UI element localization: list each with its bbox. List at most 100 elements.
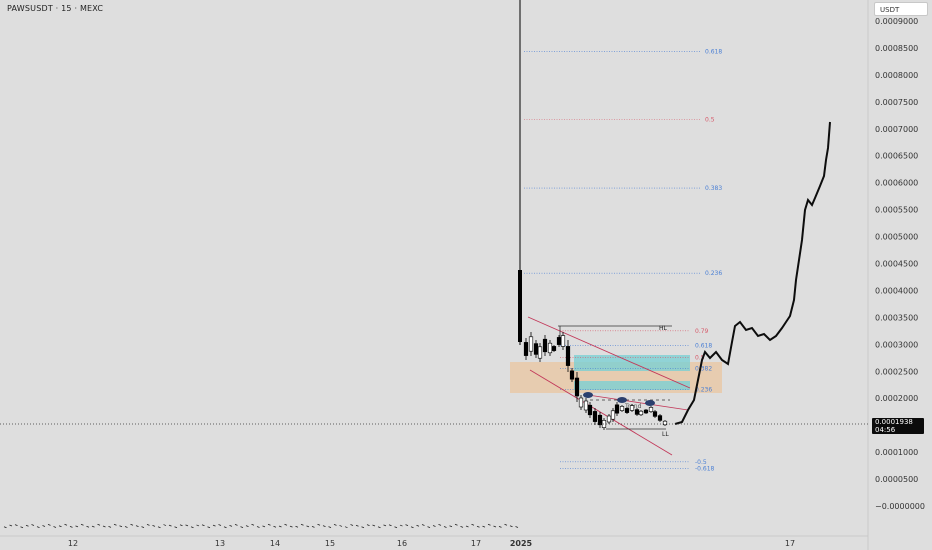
candle-body	[662, 420, 668, 426]
hist-candle	[223, 526, 227, 529]
hist-candle	[135, 525, 139, 527]
hist-candle	[229, 525, 233, 527]
hist-candle	[130, 523, 134, 526]
time-axis[interactable]: 12 13 14 15 16 17 2025 17	[68, 539, 795, 548]
hist-candle	[47, 523, 51, 526]
channel-upper	[527, 316, 691, 389]
hist-candle	[80, 523, 84, 526]
hist-candle	[152, 524, 156, 527]
candle-body	[634, 409, 640, 415]
fib-label: 0.383	[705, 185, 722, 192]
candle-body	[629, 405, 635, 411]
hist-candle	[102, 525, 106, 528]
hist-candle	[493, 525, 497, 528]
hist-candle	[97, 523, 101, 526]
candle-body	[547, 342, 553, 354]
candle-body	[523, 342, 529, 356]
hist-candle	[201, 524, 205, 527]
hist-candle	[317, 523, 321, 526]
hist-candle	[218, 524, 222, 526]
hist-candle	[333, 523, 337, 526]
hist-candle	[108, 525, 112, 528]
spike-candle	[518, 270, 522, 342]
y-tick-label: 0.0007000	[875, 125, 918, 134]
last-price-value: 0.0001938	[875, 418, 913, 426]
fib-label: -0.618	[695, 465, 715, 472]
hist-candle	[432, 525, 436, 527]
hist-candle	[355, 524, 359, 527]
hist-candle	[377, 526, 381, 529]
channel-lower	[529, 369, 673, 456]
hist-candle	[322, 525, 326, 528]
hist-candle	[64, 523, 68, 526]
currency-button[interactable]: USDT	[874, 2, 928, 16]
hist-candle	[504, 523, 508, 526]
hist-candle	[86, 525, 90, 528]
hist-candle	[14, 524, 18, 527]
hist-candle	[460, 526, 464, 528]
hist-candle	[421, 524, 425, 526]
candle-body	[597, 414, 603, 426]
trend-line	[587, 394, 689, 411]
hist-candle	[498, 525, 502, 528]
hist-candle	[234, 524, 238, 526]
x-tick-label: 12	[68, 539, 78, 548]
y-tick-label: 0.0004000	[875, 286, 918, 295]
hist-candle	[311, 526, 315, 528]
candle-body	[533, 343, 539, 355]
hist-candle	[454, 523, 458, 526]
hist-candle	[383, 524, 387, 527]
hist-candle	[289, 525, 293, 528]
fib-label: 0.5	[695, 354, 705, 361]
hist-candle	[438, 523, 442, 526]
hist-candle	[284, 523, 288, 526]
hist-candle	[58, 525, 62, 528]
hist-candle	[25, 524, 29, 527]
y-tick-label: 0.0008000	[875, 71, 918, 80]
x-tick-label: 17	[785, 539, 795, 548]
hist-candle	[405, 524, 409, 526]
x-tick-label: 14	[270, 539, 280, 548]
y-tick-label: 0.0002500	[875, 367, 918, 376]
fib-label: 0.236	[695, 387, 712, 394]
candle-body	[624, 408, 630, 413]
candle-body	[578, 397, 584, 408]
hist-candle	[328, 526, 332, 528]
x-tick-label: 15	[325, 539, 335, 548]
hist-candle	[273, 525, 277, 528]
y-tick-label: 0.0006500	[875, 152, 918, 161]
y-tick-label: 0.0003000	[875, 340, 918, 349]
hist-candle	[190, 526, 194, 529]
y-tick-label: 0.0003500	[875, 313, 918, 322]
hist-candle	[124, 526, 128, 528]
candle-body	[565, 346, 571, 366]
hist-candle	[482, 525, 486, 528]
hist-candle	[251, 523, 255, 526]
candle-body	[614, 404, 620, 414]
hist-candle	[449, 525, 453, 528]
candle-body	[551, 346, 557, 351]
candle-body	[648, 407, 654, 412]
hist-candle	[267, 523, 271, 526]
last-price-tag: 0.0001938 04:56	[872, 418, 924, 434]
hist-candle	[515, 526, 519, 528]
symbol-title[interactable]: PAWSUSDT · 15 · MEXC	[7, 4, 104, 13]
swing-marker-1	[583, 392, 593, 398]
hist-candle	[476, 525, 480, 528]
hist-candle	[163, 524, 167, 526]
y-tick-label: 0.0004500	[875, 260, 918, 269]
hist-candle	[157, 526, 161, 529]
hist-candle	[350, 524, 354, 526]
candle-body	[556, 337, 562, 345]
y-tick-label: 0.0001000	[875, 448, 918, 457]
price-axis[interactable]: 0.0009000 0.0008500 0.0008000 0.0007500 0.00…	[875, 17, 925, 511]
hist-candle	[91, 525, 95, 528]
fib-label: 0.618	[695, 342, 712, 349]
hist-candle	[168, 524, 172, 527]
fib-levels: 0.618 0.5 0.383 0.236 0.79 0.618 0.5 0.382 0.236…	[524, 49, 722, 472]
candlesticks	[3, 0, 668, 529]
hist-candle	[509, 525, 513, 528]
hl-label: HL	[659, 325, 668, 332]
x-tick-label: 13	[215, 539, 225, 548]
